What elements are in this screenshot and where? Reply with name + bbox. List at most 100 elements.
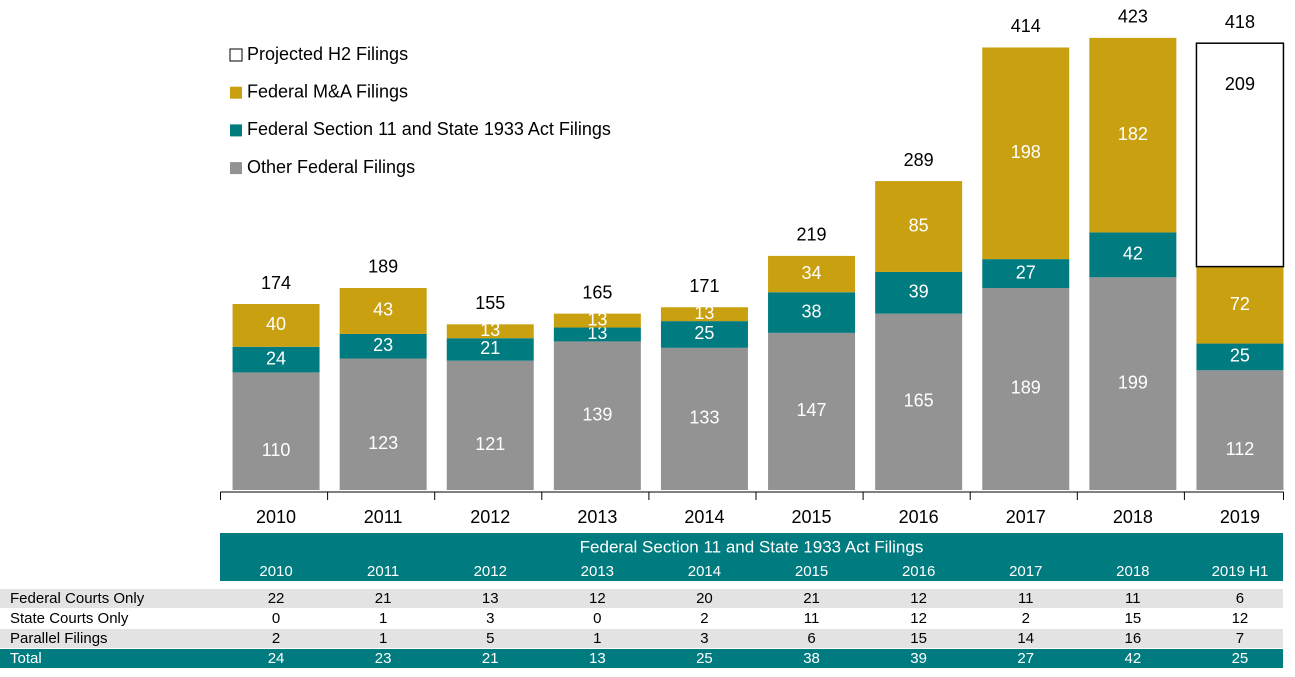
legend-label: Projected H2 Filings xyxy=(247,44,408,64)
bar-segment xyxy=(1089,232,1177,278)
table-column: 2013 xyxy=(581,563,614,580)
table-cell: 12 xyxy=(589,590,606,607)
table-row xyxy=(0,589,1283,608)
segment-label: 165 xyxy=(904,391,934,411)
segment-label: 21 xyxy=(480,338,500,358)
bar-segment xyxy=(768,255,856,293)
bar-segment xyxy=(339,358,427,490)
x-tick-label: 2017 xyxy=(1006,507,1046,527)
table-column: 2016 xyxy=(902,563,935,580)
segment-label: 23 xyxy=(373,335,393,355)
table-cell: 6 xyxy=(1236,590,1244,607)
legend-label: Other Federal Filings xyxy=(247,157,415,177)
total-label: 155 xyxy=(475,293,505,313)
table-cell: 25 xyxy=(1232,650,1249,667)
segment-label: 139 xyxy=(582,404,612,424)
table-cell: 11 xyxy=(804,610,820,627)
table-row xyxy=(0,609,1283,628)
total-label: 418 xyxy=(1225,12,1255,32)
bar-segment xyxy=(1196,370,1284,490)
table-column: 2019 H1 xyxy=(1212,563,1269,580)
table-cell: 27 xyxy=(1017,650,1034,667)
table-title: Federal Section 11 and State 1933 Act Fi… xyxy=(580,537,924,556)
table-cell: 12 xyxy=(1232,610,1249,627)
segment-label: 39 xyxy=(909,282,929,302)
row-label: Parallel Filings xyxy=(10,630,108,647)
table-cell: 39 xyxy=(910,650,927,667)
table-column: 2011 xyxy=(367,563,399,580)
bar-segment xyxy=(660,321,748,348)
table-cell: 12 xyxy=(910,610,927,627)
table-cell: 11 xyxy=(1125,590,1141,607)
x-tick-label: 2019 xyxy=(1220,507,1260,527)
bar-segment xyxy=(660,307,748,322)
segment-label: 13 xyxy=(587,323,607,343)
bar-segment xyxy=(232,372,320,490)
segment-label: 123 xyxy=(368,433,398,453)
table-cell: 38 xyxy=(803,650,820,667)
legend-swatch xyxy=(230,124,242,137)
table-row xyxy=(0,629,1283,648)
table-column: 2015 xyxy=(795,563,828,580)
segment-label: 199 xyxy=(1118,372,1148,392)
segment-label: 189 xyxy=(1011,378,1041,398)
segment-label: 24 xyxy=(266,348,286,368)
table-cell: 6 xyxy=(807,630,815,647)
bar-segment xyxy=(339,333,427,359)
segment-label: 133 xyxy=(689,408,719,428)
table-cell: 21 xyxy=(482,650,499,667)
total-label: 189 xyxy=(368,257,398,277)
total-label: 165 xyxy=(582,282,612,302)
bar-segment xyxy=(982,287,1070,490)
table-cell: 2 xyxy=(1022,610,1030,627)
x-tick-label: 2018 xyxy=(1113,507,1153,527)
table-cell: 0 xyxy=(593,610,601,627)
bar-segment xyxy=(232,304,320,347)
bar-segment xyxy=(768,292,856,333)
segment-label: 13 xyxy=(480,320,500,340)
bar-segment xyxy=(1195,42,1285,268)
row-label: State Courts Only xyxy=(10,610,129,627)
segment-label: 147 xyxy=(797,400,827,420)
table-cell: 1 xyxy=(379,610,387,627)
bar-segment xyxy=(875,313,963,490)
segment-label: 25 xyxy=(1230,346,1250,366)
x-tick-label: 2011 xyxy=(364,507,403,527)
segment-label: 38 xyxy=(802,301,822,321)
table-cell: 5 xyxy=(486,630,494,647)
segment-label: 13 xyxy=(587,309,607,329)
segment-label: 25 xyxy=(694,323,714,343)
table-cell: 23 xyxy=(375,650,392,667)
legend-swatch xyxy=(230,162,242,175)
segment-label: 72 xyxy=(1230,294,1250,314)
segment-label: 112 xyxy=(1226,439,1255,459)
table-column: 2018 xyxy=(1116,563,1149,580)
bar-segment xyxy=(553,341,641,490)
bar-segment xyxy=(339,287,427,334)
bar-segment xyxy=(1196,266,1284,344)
bar-segment xyxy=(446,338,534,361)
row-label: Federal Courts Only xyxy=(10,590,145,607)
x-tick-label: 2015 xyxy=(792,507,832,527)
table-cell: 21 xyxy=(375,590,392,607)
table-cell: 12 xyxy=(910,590,927,607)
table-column: 2010 xyxy=(259,563,292,580)
segment-label: 110 xyxy=(262,440,291,460)
total-label: 423 xyxy=(1118,7,1148,27)
bar-segment xyxy=(660,347,748,490)
segment-label: 198 xyxy=(1011,142,1041,162)
bar-segment xyxy=(553,313,641,328)
bar-segment xyxy=(446,324,534,339)
table-cell: 1 xyxy=(379,630,387,647)
table-row xyxy=(0,649,1283,668)
bar-segment xyxy=(232,346,320,373)
bar-segment xyxy=(1089,277,1177,490)
bar-segment xyxy=(875,181,963,272)
bar-segment xyxy=(553,327,641,342)
table-cell: 13 xyxy=(482,590,499,607)
table-cell: 11 xyxy=(1018,590,1034,607)
table-cell: 0 xyxy=(272,610,280,627)
segment-label: 182 xyxy=(1118,124,1148,144)
total-label: 289 xyxy=(904,150,934,170)
table-column: 2014 xyxy=(688,563,721,580)
